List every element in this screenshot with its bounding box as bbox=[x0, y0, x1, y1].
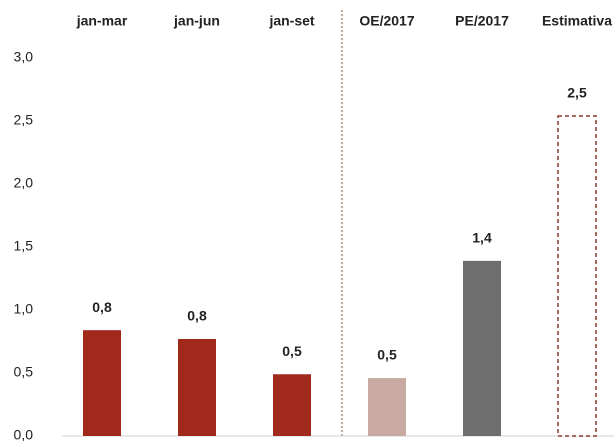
y-tick-label: 0,5 bbox=[14, 364, 34, 380]
bar bbox=[178, 338, 216, 436]
bar bbox=[368, 378, 406, 436]
category-label: PE/2017 bbox=[455, 13, 509, 29]
category-label: Estimativa bbox=[542, 13, 612, 29]
bar bbox=[83, 330, 121, 436]
bar bbox=[273, 374, 311, 436]
category-label: OE/2017 bbox=[359, 13, 414, 29]
y-tick-label: 2,0 bbox=[14, 175, 34, 191]
data-label: 1,4 bbox=[472, 230, 492, 246]
category-label: jan-jun bbox=[173, 13, 220, 29]
bar bbox=[557, 115, 597, 437]
y-tick-label: 3,0 bbox=[14, 49, 34, 65]
data-label: 2,5 bbox=[567, 85, 587, 101]
data-label: 0,5 bbox=[377, 347, 397, 363]
bar bbox=[463, 260, 501, 436]
category-label: jan-mar bbox=[76, 13, 128, 29]
data-label: 0,8 bbox=[92, 299, 112, 315]
y-tick-label: 1,5 bbox=[14, 238, 34, 254]
data-label: 0,8 bbox=[187, 308, 207, 324]
y-tick-label: 1,0 bbox=[14, 301, 34, 317]
y-tick-label: 0,0 bbox=[14, 427, 34, 441]
category-label: jan-set bbox=[268, 13, 314, 29]
data-label: 0,5 bbox=[282, 343, 302, 359]
y-tick-label: 2,5 bbox=[14, 112, 34, 128]
